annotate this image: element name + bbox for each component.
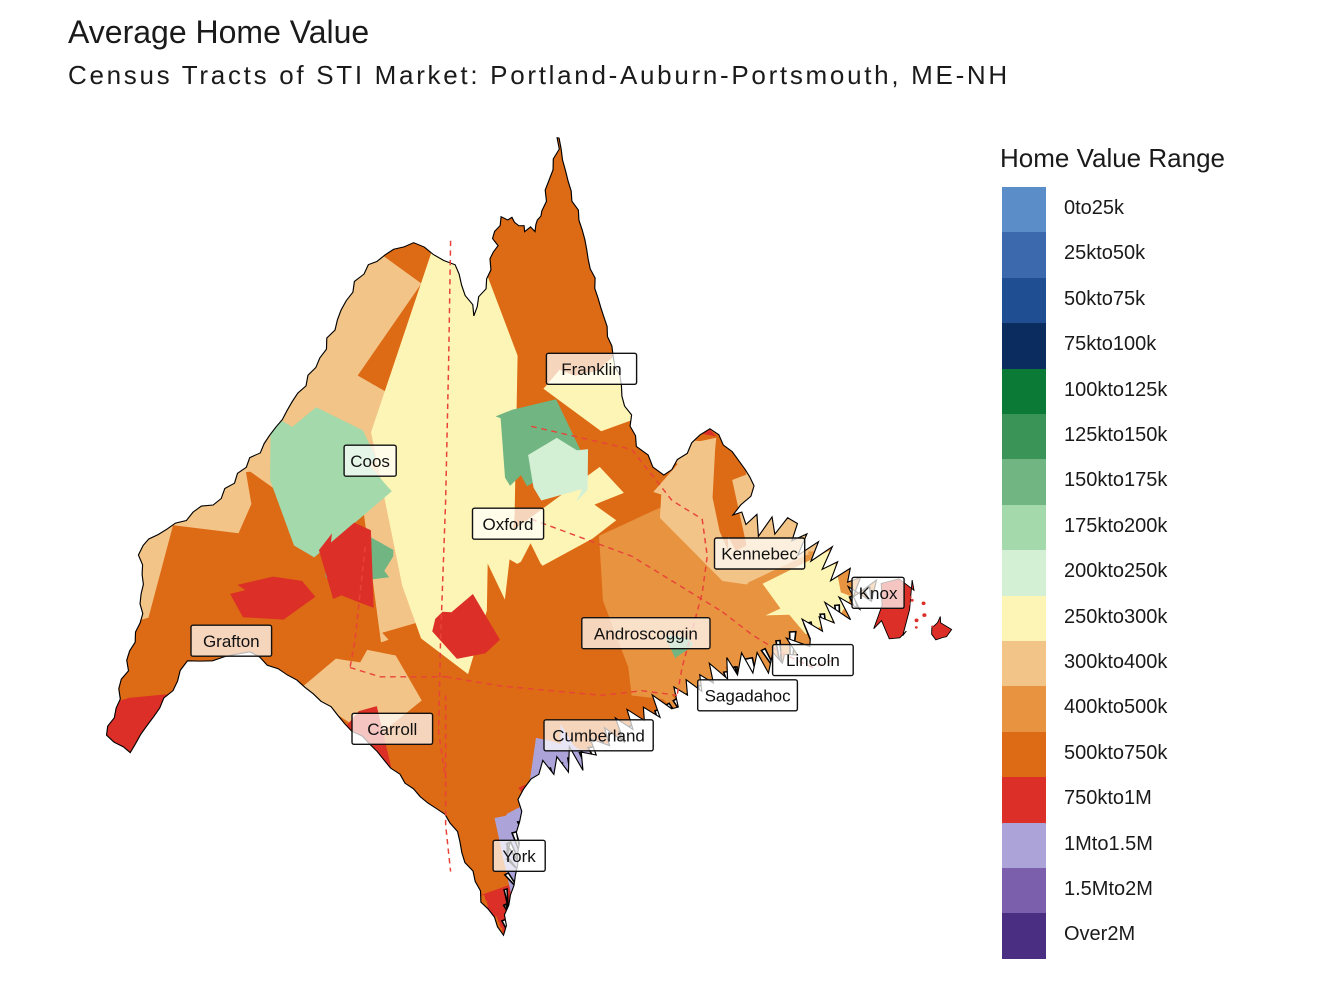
svg-text:Grafton: Grafton	[203, 632, 260, 651]
svg-text:Knox: Knox	[859, 584, 898, 603]
svg-text:Sagadahoc: Sagadahoc	[705, 686, 792, 705]
svg-text:Lincoln: Lincoln	[786, 651, 840, 670]
svg-text:Androscoggin: Androscoggin	[594, 624, 698, 643]
svg-text:Coos: Coos	[350, 452, 390, 471]
svg-text:Oxford: Oxford	[482, 515, 533, 534]
svg-text:Cumberland: Cumberland	[552, 726, 645, 745]
svg-text:Carroll: Carroll	[367, 720, 417, 739]
svg-text:York: York	[502, 847, 536, 866]
svg-text:Kennebec: Kennebec	[721, 545, 798, 564]
svg-text:Franklin: Franklin	[561, 360, 621, 379]
